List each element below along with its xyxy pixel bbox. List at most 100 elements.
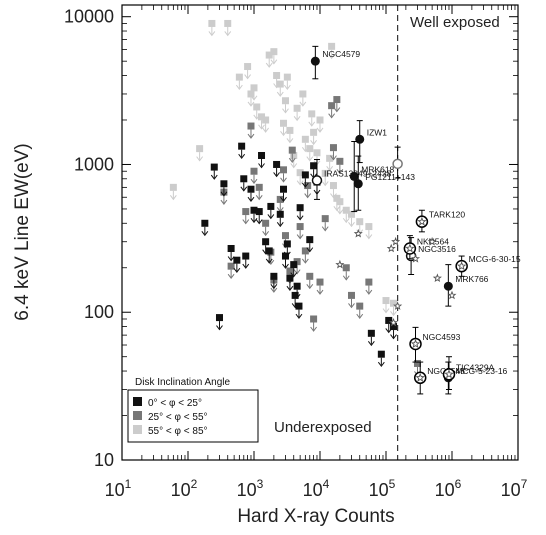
upper-limit-square — [283, 73, 291, 81]
upper-limit-square — [286, 267, 294, 275]
upper-limit-square — [276, 80, 284, 88]
upper-limit-arrow — [235, 84, 243, 90]
upper-limit-arrow — [290, 163, 298, 169]
upper-limit-marker — [281, 252, 289, 269]
y-tick-label: 100 — [84, 302, 114, 322]
star-marker — [432, 273, 442, 283]
upper-limit-marker — [342, 206, 350, 224]
upper-limit-arrow — [280, 130, 287, 137]
legend-entry-label: 0° < φ < 25° — [148, 398, 202, 409]
source-label: NGC4579 — [322, 49, 360, 59]
upper-limit-marker — [247, 185, 255, 203]
upper-limit-marker — [280, 166, 288, 183]
star-marker — [410, 338, 421, 349]
upper-limit-marker — [258, 151, 266, 169]
upper-limit-arrow — [276, 91, 284, 97]
upper-limit-arrow — [326, 166, 334, 172]
upper-limit-arrow — [224, 31, 232, 37]
upper-limit-square — [333, 96, 341, 104]
star-marker — [405, 243, 415, 253]
upper-limit-arrow — [390, 334, 397, 340]
upper-limit-marker — [290, 261, 298, 278]
upper-limit-square — [367, 329, 375, 337]
upper-limit-square — [267, 202, 275, 210]
upper-limit-marker — [215, 314, 223, 331]
upper-limit-marker — [250, 84, 258, 101]
upper-limit-square — [247, 90, 255, 98]
upper-limit-arrow — [220, 191, 228, 197]
upper-limit-marker — [390, 299, 398, 317]
upper-limit-square — [220, 180, 228, 188]
y-tick-label: 10 — [94, 450, 114, 470]
upper-limit-marker — [276, 195, 284, 213]
upper-limit-square — [253, 103, 261, 111]
upper-limit-marker — [210, 163, 218, 180]
upper-limit-arrow — [265, 62, 273, 68]
star-marker — [389, 318, 398, 327]
upper-limit-square — [321, 169, 329, 177]
upper-limit-square — [313, 149, 321, 157]
upper-limit-arrow — [210, 174, 218, 180]
legend-entry-label: 55° < φ < 85° — [148, 426, 208, 437]
upper-limit-marker — [262, 116, 270, 133]
upper-limit-marker — [321, 169, 329, 187]
upper-limit-square — [342, 206, 350, 214]
upper-limit-square — [413, 359, 421, 367]
upper-limit-marker — [308, 110, 316, 127]
upper-limit-arrow — [247, 101, 255, 107]
upper-limit-square — [224, 19, 232, 27]
upper-limit-marker — [242, 208, 250, 225]
open-detection-marker — [392, 158, 403, 170]
upper-limit-square — [233, 256, 241, 264]
upper-limit-square — [281, 252, 289, 260]
upper-limit-arrow — [270, 284, 278, 290]
upper-limit-marker — [365, 278, 373, 295]
upper-limit-marker — [227, 244, 235, 262]
upper-limit-arrow — [255, 219, 263, 225]
upper-limit-arrow — [288, 157, 296, 163]
upper-limit-marker — [255, 208, 263, 225]
upper-limit-arrow — [247, 196, 255, 203]
upper-limit-square — [382, 297, 390, 305]
upper-limit-arrow — [276, 222, 284, 228]
upper-limit-arrow — [306, 247, 314, 253]
upper-limit-marker — [258, 113, 266, 130]
upper-limit-square — [262, 219, 270, 227]
upper-limit-marker — [201, 219, 209, 237]
upper-limit-arrow — [321, 226, 329, 232]
upper-limit-square — [306, 236, 314, 244]
source-label: MRK766 — [455, 274, 488, 284]
x-tick-label: 107 — [501, 477, 528, 500]
upper-limit-square — [336, 198, 344, 206]
upper-limit-marker — [295, 302, 303, 319]
upper-limit-marker — [382, 297, 390, 314]
upper-limit-square — [301, 135, 309, 143]
upper-limit-arrow — [227, 256, 235, 262]
upper-limit-square — [276, 195, 284, 203]
upper-limit-marker — [328, 42, 336, 60]
upper-limit-square — [296, 169, 304, 177]
x-axis-title: Hard X-ray Counts — [237, 506, 394, 527]
upper-limit-square — [244, 63, 252, 71]
y-tick-label: 1000 — [74, 154, 114, 174]
upper-limit-arrow — [208, 31, 216, 37]
upper-limit-arrow — [270, 59, 278, 65]
upper-limit-arrow — [244, 74, 252, 80]
upper-limit-square — [265, 51, 273, 59]
upper-limit-arrow — [310, 326, 318, 332]
x-tick-label: 105 — [369, 477, 396, 500]
upper-limit-arrow — [308, 121, 316, 127]
upper-limit-marker — [296, 169, 304, 186]
upper-limit-square — [250, 84, 258, 92]
upper-limit-marker — [283, 240, 291, 257]
upper-limit-arrow — [283, 251, 291, 257]
upper-limit-square — [235, 73, 243, 81]
upper-limit-square — [301, 247, 309, 255]
upper-limit-marker — [377, 350, 385, 368]
upper-limit-marker — [356, 302, 364, 319]
upper-limit-square — [283, 240, 291, 248]
upper-limit-marker — [250, 206, 258, 224]
upper-limit-square — [288, 146, 296, 154]
upper-limit-arrow — [258, 124, 265, 130]
upper-limit-square — [247, 122, 255, 130]
